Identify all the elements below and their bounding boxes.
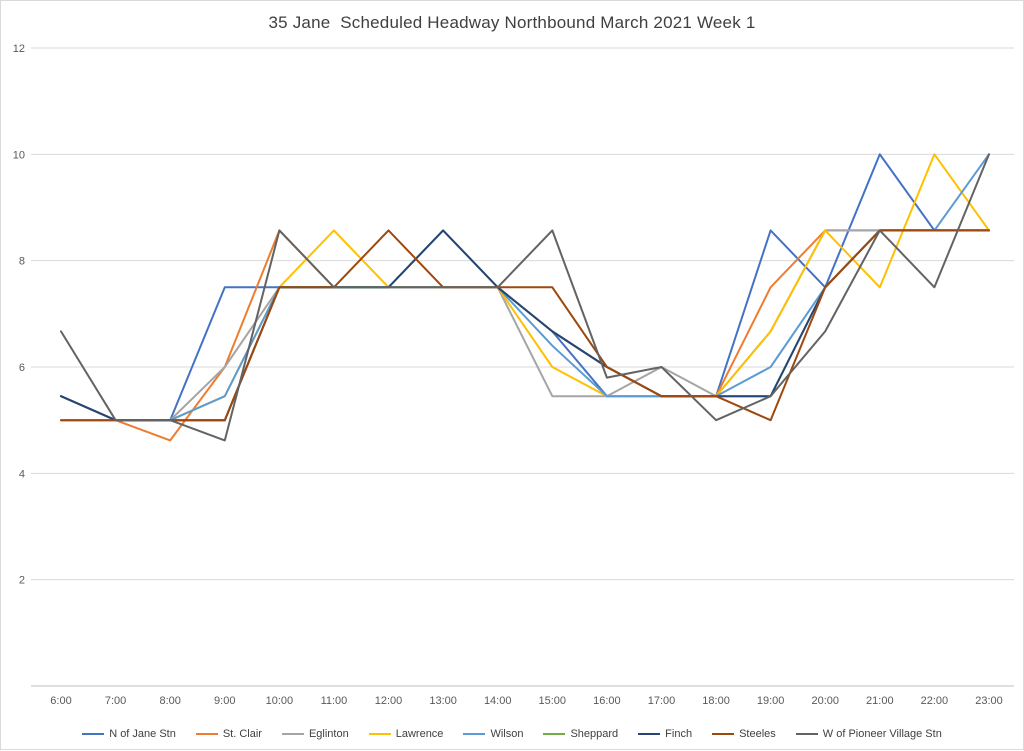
legend-line-swatch <box>712 733 735 735</box>
legend-line-swatch <box>195 733 218 735</box>
series-line-eglinton <box>60 229 990 422</box>
y-tick-label: 8 <box>19 256 25 268</box>
legend-line-swatch <box>281 733 304 735</box>
x-tick-label: 19:00 <box>757 695 785 707</box>
legend-item-lawrence: Lawrence <box>368 728 444 740</box>
x-tick-label: 10:00 <box>266 695 294 707</box>
x-tick-label: 17:00 <box>648 695 676 707</box>
legend-label: Finch <box>665 728 693 740</box>
legend-item-finch: Finch <box>638 728 692 740</box>
x-tick-label: 9:00 <box>214 695 235 707</box>
x-tick-label: 13:00 <box>429 695 457 707</box>
legend-label: W of Pioneer Village Stn <box>822 728 942 740</box>
y-tick-label: 10 <box>13 149 25 161</box>
x-tick-label: 21:00 <box>866 695 894 707</box>
legend-label: Eglinton <box>308 728 349 740</box>
legend-label: Sheppard <box>570 728 619 740</box>
legend-line-swatch <box>543 733 566 735</box>
y-tick-label: 2 <box>19 575 25 587</box>
x-tick-label: 15:00 <box>539 695 567 707</box>
x-tick-label: 12:00 <box>375 695 403 707</box>
x-tick-label: 11:00 <box>321 695 348 707</box>
chart-legend: N of Jane Stn St. Clair Eglinton Lawrence Wi… <box>1 728 1023 740</box>
series-line-w-of-pioneer-village-stn <box>60 153 990 442</box>
legend-label: Wilson <box>490 728 524 740</box>
legend-line-swatch <box>638 733 661 735</box>
chart-title: 35 Jane Scheduled Headway Northbound Mar… <box>268 13 756 32</box>
legend-item-eglinton: Eglinton <box>281 728 349 740</box>
x-tick-label: 23:00 <box>975 695 1003 707</box>
x-tick-label: 22:00 <box>921 695 949 707</box>
legend-line-swatch <box>795 733 818 735</box>
x-tick-label: 14:00 <box>484 695 512 707</box>
legend-item-n-of-jane-stn: N of Jane Stn <box>82 728 176 740</box>
legend-line-swatch <box>82 733 105 735</box>
x-tick-label: 20:00 <box>811 695 839 707</box>
legend-label: Lawrence <box>395 728 444 740</box>
legend-label: N of Jane Stn <box>109 728 176 740</box>
legend-item-wilson: Wilson <box>463 728 523 740</box>
x-tick-label: 18:00 <box>702 695 730 707</box>
legend-label: Steeles <box>739 728 776 740</box>
legend-line-swatch <box>368 733 391 735</box>
legend-line-swatch <box>463 733 486 735</box>
x-tick-label: 7:00 <box>105 695 126 707</box>
legend-item-w-of-pioneer-village-stn: W of Pioneer Village Stn <box>795 728 942 740</box>
x-tick-label: 8:00 <box>159 695 180 707</box>
x-tick-label: 16:00 <box>593 695 621 707</box>
legend-item-sheppard: Sheppard <box>543 728 618 740</box>
legend-item-steeles: Steeles <box>712 728 776 740</box>
legend-item-st-clair: St. Clair <box>195 728 262 740</box>
legend-label: St. Clair <box>222 728 262 740</box>
y-tick-label: 12 <box>13 43 25 55</box>
y-tick-label: 4 <box>19 468 25 480</box>
y-tick-label: 6 <box>19 362 25 374</box>
x-tick-label: 6:00 <box>50 695 71 707</box>
series-line-steeles <box>60 229 990 422</box>
